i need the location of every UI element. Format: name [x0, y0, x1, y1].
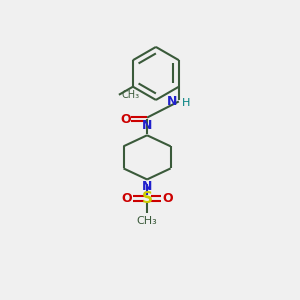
Text: O: O	[162, 192, 173, 205]
Text: CH₃: CH₃	[137, 216, 158, 226]
Text: S: S	[142, 191, 153, 206]
Text: H: H	[182, 98, 191, 108]
Text: CH₃: CH₃	[121, 90, 140, 100]
Text: O: O	[121, 192, 132, 205]
Text: N: N	[142, 119, 152, 132]
Text: N: N	[142, 180, 152, 193]
Text: N: N	[167, 95, 177, 108]
Text: O: O	[120, 112, 131, 126]
